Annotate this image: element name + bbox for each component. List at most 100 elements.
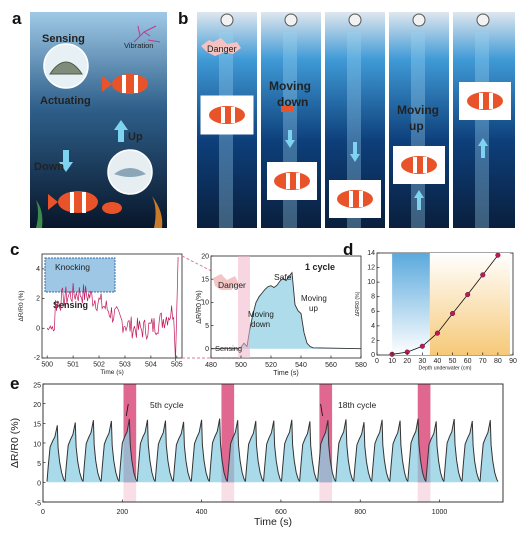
cycle-line — [281, 419, 301, 482]
label-moving-down-2: down — [277, 95, 308, 109]
x-tick-label: 200 — [116, 509, 128, 516]
cycle-line — [299, 421, 319, 482]
cycle-highlight — [417, 384, 431, 483]
y-tick-label: 0 — [37, 481, 41, 488]
depth-point — [465, 291, 471, 298]
x-axis-label: Time (s) — [100, 369, 124, 376]
chart-c-right: 480 500 520 540 560 580 0 5 10 15 20 Time (s) ΔR/R0 … — [196, 253, 367, 377]
cycle-line — [335, 419, 355, 482]
x-tick-label: 50 — [449, 358, 457, 365]
label-moving-down-1: Moving — [269, 79, 311, 93]
x-tick-label: 480 — [205, 362, 217, 369]
y-tick-label: 25 — [33, 382, 41, 389]
x-tick-label: 505 — [171, 362, 183, 369]
depth-point — [495, 252, 501, 258]
x-tick-label: 500 — [235, 362, 247, 369]
y-axis-label: ΔR/R0 (%) — [18, 290, 25, 321]
panel-d-chart: 0 10 20 30 40 50 60 70 80 90 0 2 4 6 8 10 12 14 Depth unde… — [355, 250, 517, 372]
y-tick-label: 0 — [371, 352, 375, 359]
x-tick-label: 502 — [93, 362, 105, 369]
cycle-line — [100, 420, 120, 482]
y-tick-label: 2 — [36, 296, 40, 303]
depth-point — [419, 343, 425, 349]
label-knocking: Knocking — [55, 262, 90, 272]
label-18th-cycle: 18th cycle — [338, 400, 377, 410]
x-tick-label: 10 — [388, 358, 396, 365]
frame-5 — [453, 12, 515, 228]
zone-shallow — [392, 253, 430, 355]
cycle-line — [263, 420, 282, 482]
cycle-line — [190, 419, 210, 482]
panel-letter-e: e — [10, 374, 20, 393]
x-tick-label: 0 — [41, 509, 45, 516]
x-tick-label: 80 — [494, 358, 502, 365]
y-tick-label: 20 — [33, 402, 41, 409]
sensing-highlight — [238, 256, 250, 358]
x-tick-label: 501 — [67, 362, 79, 369]
frame-4 — [389, 12, 449, 228]
label-danger-b: Danger — [207, 44, 237, 54]
label-cycle: 1 cycle — [305, 262, 335, 272]
y-tick-label: 5 — [37, 461, 41, 468]
y-axis-label: ΔR/R0 (%) — [196, 290, 203, 323]
coral — [152, 196, 163, 228]
frame-3 — [325, 12, 385, 228]
up-arrow-icon — [114, 120, 128, 142]
cycle-line — [172, 421, 192, 482]
y-tick-label: 10 — [201, 300, 209, 307]
cycle-line — [154, 420, 174, 482]
y-tick-label: 2 — [371, 337, 375, 344]
cycle-line — [82, 420, 102, 482]
y-tick-label: 8 — [371, 294, 375, 301]
label-safe: Safe — [274, 272, 292, 282]
label-actuating: Actuating — [40, 95, 91, 107]
label-down: Down — [34, 161, 64, 173]
x-tick-label: 0 — [375, 358, 379, 365]
cycle-highlight-fade — [417, 482, 431, 502]
depth-point — [450, 310, 456, 317]
label-5th-cycle: 5th cycle — [150, 400, 184, 410]
y-axis-label: ΔR/R0 (%) — [355, 291, 361, 316]
x-tick-label: 800 — [354, 509, 366, 516]
vibration-icon — [133, 25, 161, 43]
cycle-line — [118, 418, 138, 482]
cycle-highlight-fade — [319, 482, 333, 502]
x-axis-label: Depth underwater (cm) — [418, 366, 471, 372]
depth-point — [480, 272, 486, 278]
label-moving-up-c1: Moving — [301, 294, 327, 303]
danger-burst — [213, 274, 239, 290]
x-tick-label: 503 — [119, 362, 131, 369]
cycle-line — [389, 420, 409, 482]
x-tick-label: 504 — [145, 362, 157, 369]
y-tick-label: 5 — [205, 323, 209, 330]
x-tick-label: 600 — [275, 509, 287, 516]
cycle-line — [353, 422, 373, 482]
label-sensing: Sensing — [42, 33, 85, 45]
cycle-line — [46, 425, 66, 482]
cycle-line — [244, 420, 264, 482]
label-up: Up — [128, 131, 143, 143]
panel-b-sequence: Danger Moving down Moving up — [197, 12, 515, 228]
cycle-highlight-fade — [123, 482, 137, 502]
x-axis-label: Time (s) — [254, 516, 292, 528]
x-tick-label: 30 — [418, 358, 426, 365]
label-sensing-small: Sensing — [215, 344, 242, 353]
x-tick-label: 90 — [509, 358, 517, 365]
y-tick-label: -5 — [35, 500, 41, 507]
cycle-highlight-fade — [221, 482, 235, 502]
x-tick-label: 60 — [464, 358, 472, 365]
cycle-line — [371, 419, 391, 482]
y-tick-label: 12 — [367, 265, 375, 272]
y-axis-label: ΔR/R0 (%) — [9, 418, 21, 468]
x-tick-label: 1000 — [432, 509, 448, 516]
clownfish-bottom — [48, 191, 122, 214]
seaweed — [36, 200, 43, 228]
annotation-pointer — [125, 403, 129, 417]
x-axis-label: Time (s) — [273, 370, 298, 377]
annotation-pointer — [320, 403, 323, 417]
frame-1 — [197, 12, 257, 228]
label-moving-up-c2: up — [309, 304, 318, 313]
cycle-line — [226, 420, 246, 482]
label-vibration: Vibration — [124, 41, 153, 50]
